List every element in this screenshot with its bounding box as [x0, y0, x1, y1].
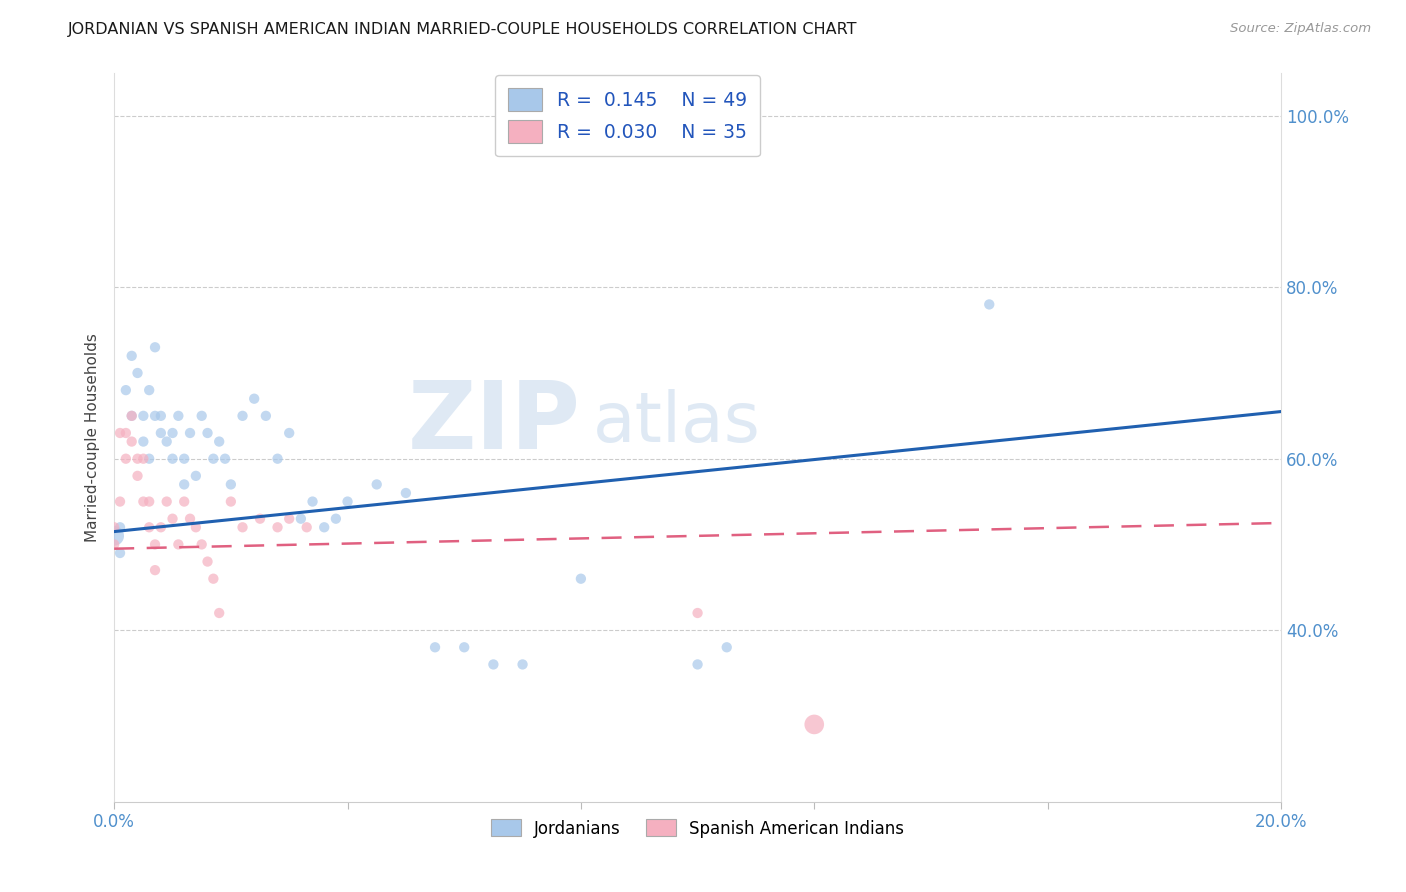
Point	[108, 520, 131, 534]
Point	[115, 425, 138, 440]
Point	[143, 537, 166, 551]
Point	[108, 494, 131, 508]
Point	[115, 451, 138, 466]
Point	[482, 657, 505, 672]
Point	[214, 451, 236, 466]
Point	[179, 425, 201, 440]
Point	[208, 606, 231, 620]
Text: Source: ZipAtlas.com: Source: ZipAtlas.com	[1230, 22, 1371, 36]
Point	[138, 383, 160, 397]
Point	[231, 520, 253, 534]
Y-axis label: Married-couple Households: Married-couple Households	[86, 333, 100, 541]
Point	[143, 340, 166, 354]
Point	[132, 434, 155, 449]
Point	[143, 563, 166, 577]
Point	[132, 494, 155, 508]
Point	[314, 520, 336, 534]
Point	[219, 494, 242, 508]
Point	[108, 425, 131, 440]
Point	[395, 486, 418, 500]
Point	[173, 494, 195, 508]
Point	[278, 512, 301, 526]
Point	[143, 409, 166, 423]
Point	[167, 409, 190, 423]
Point	[121, 409, 143, 423]
Point	[156, 434, 179, 449]
Point	[108, 546, 131, 560]
Point	[173, 451, 195, 466]
Point	[179, 512, 201, 526]
Point	[121, 434, 143, 449]
Point	[138, 494, 160, 508]
Point	[103, 529, 125, 543]
Point	[266, 520, 288, 534]
Point	[512, 657, 534, 672]
Point	[132, 409, 155, 423]
Point	[266, 451, 288, 466]
Point	[197, 555, 219, 569]
Point	[979, 297, 1001, 311]
Point	[453, 640, 475, 655]
Point	[127, 451, 149, 466]
Point	[202, 572, 225, 586]
Point	[115, 383, 138, 397]
Point	[254, 409, 277, 423]
Point	[231, 409, 253, 423]
Text: JORDANIAN VS SPANISH AMERICAN INDIAN MARRIED-COUPLE HOUSEHOLDS CORRELATION CHART: JORDANIAN VS SPANISH AMERICAN INDIAN MAR…	[67, 22, 858, 37]
Point	[190, 537, 212, 551]
Point	[197, 425, 219, 440]
Point	[103, 537, 125, 551]
Point	[138, 520, 160, 534]
Point	[803, 717, 825, 731]
Point	[149, 425, 172, 440]
Point	[121, 409, 143, 423]
Point	[716, 640, 738, 655]
Point	[149, 409, 172, 423]
Point	[208, 434, 231, 449]
Point	[325, 512, 347, 526]
Point	[295, 520, 318, 534]
Point	[243, 392, 266, 406]
Point	[423, 640, 446, 655]
Point	[190, 409, 212, 423]
Point	[569, 572, 592, 586]
Point	[290, 512, 312, 526]
Point	[149, 520, 172, 534]
Point	[173, 477, 195, 491]
Point	[184, 468, 207, 483]
Point	[162, 512, 184, 526]
Point	[219, 477, 242, 491]
Text: ZIP: ZIP	[408, 376, 581, 468]
Point	[156, 494, 179, 508]
Point	[132, 451, 155, 466]
Legend: Jordanians, Spanish American Indians: Jordanians, Spanish American Indians	[484, 813, 911, 844]
Point	[686, 657, 709, 672]
Point	[167, 537, 190, 551]
Point	[366, 477, 388, 491]
Point	[278, 425, 301, 440]
Point	[184, 520, 207, 534]
Point	[127, 366, 149, 380]
Point	[162, 451, 184, 466]
Point	[121, 349, 143, 363]
Point	[686, 606, 709, 620]
Point	[202, 451, 225, 466]
Point	[249, 512, 271, 526]
Point	[162, 425, 184, 440]
Point	[336, 494, 359, 508]
Point	[301, 494, 323, 508]
Text: atlas: atlas	[592, 389, 761, 456]
Point	[127, 468, 149, 483]
Point	[103, 520, 125, 534]
Point	[138, 451, 160, 466]
